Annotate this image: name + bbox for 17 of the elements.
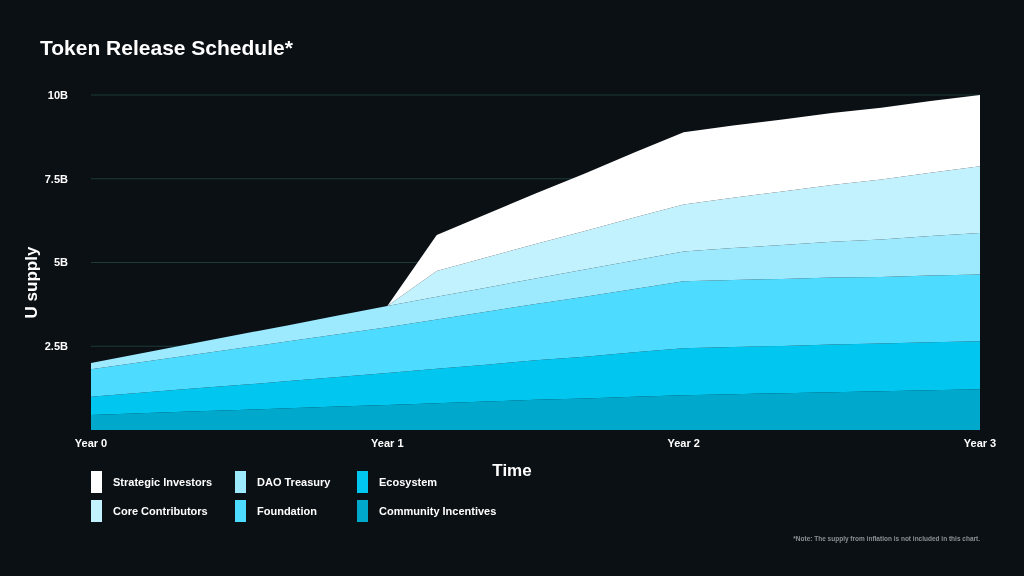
x-axis-title: Time bbox=[492, 461, 532, 480]
y-tick-label: 5B bbox=[53, 256, 69, 269]
x-tick-label: Year 1 bbox=[371, 437, 404, 449]
x-tick-label: Year 0 bbox=[74, 437, 108, 449]
chart-title: Token Release Schedule* bbox=[40, 36, 294, 59]
legend-label: Ecosystem bbox=[379, 475, 438, 488]
y-tick-label: 2.5B bbox=[44, 340, 69, 353]
legend-label: Core Contributors bbox=[113, 504, 208, 517]
y-tick-label: 7.5B bbox=[44, 172, 69, 185]
legend-label: Strategic Investors bbox=[113, 475, 213, 488]
x-tick-label: Year 2 bbox=[667, 437, 700, 449]
legend-label: DAO Treasury bbox=[257, 475, 332, 488]
y-tick-label: 10B bbox=[47, 88, 69, 101]
legend-label: Foundation bbox=[257, 504, 318, 517]
y-axis-title: U supply bbox=[22, 246, 41, 319]
legend-label: Community Incentives bbox=[379, 504, 497, 517]
x-tick-label: Year 3 bbox=[963, 437, 997, 449]
